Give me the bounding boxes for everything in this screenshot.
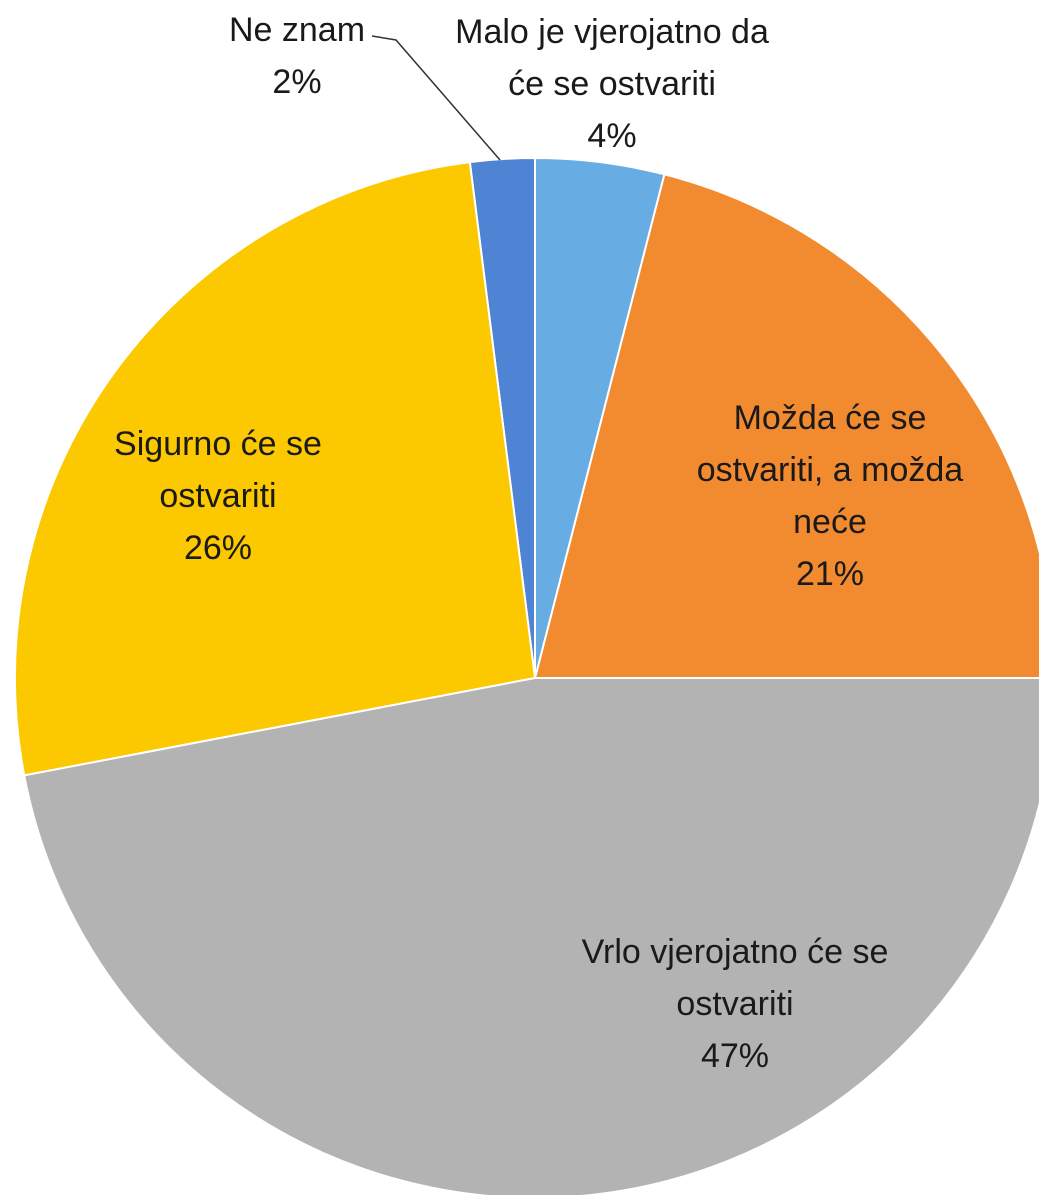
slice-value: 2%	[272, 63, 322, 101]
data-label: Vrlo vjerojatno će se ostvariti 47%	[545, 926, 925, 1082]
slice-name: Ne znam	[228, 11, 366, 49]
slice-name: Možda će se ostvariti, a možda neće	[696, 399, 964, 541]
slice-value: 21%	[795, 555, 865, 593]
slice-name: Malo je vjerojatno da će se ostvariti	[455, 13, 769, 103]
slice-value: 47%	[700, 1037, 770, 1075]
slice-value: 26%	[183, 529, 253, 567]
slice-value: 4%	[587, 117, 637, 155]
data-label: Ne znam 2%	[207, 4, 387, 108]
pie-slice	[14, 160, 537, 777]
pie-slice	[23, 677, 1039, 1195]
leader-line	[371, 35, 501, 161]
slice-name: Vrlo vjerojatno će se ostvariti	[581, 933, 889, 1023]
data-label: Možda će se ostvariti, a možda neće 21%	[670, 392, 990, 600]
data-label: Sigurno će se ostvariti 26%	[88, 418, 348, 574]
pie-slice	[534, 156, 666, 679]
data-label: Malo je vjerojatno da će se ostvariti 4%	[442, 6, 782, 162]
slice-name: Sigurno će se ostvariti	[114, 425, 322, 515]
pie-slice	[533, 173, 1039, 679]
